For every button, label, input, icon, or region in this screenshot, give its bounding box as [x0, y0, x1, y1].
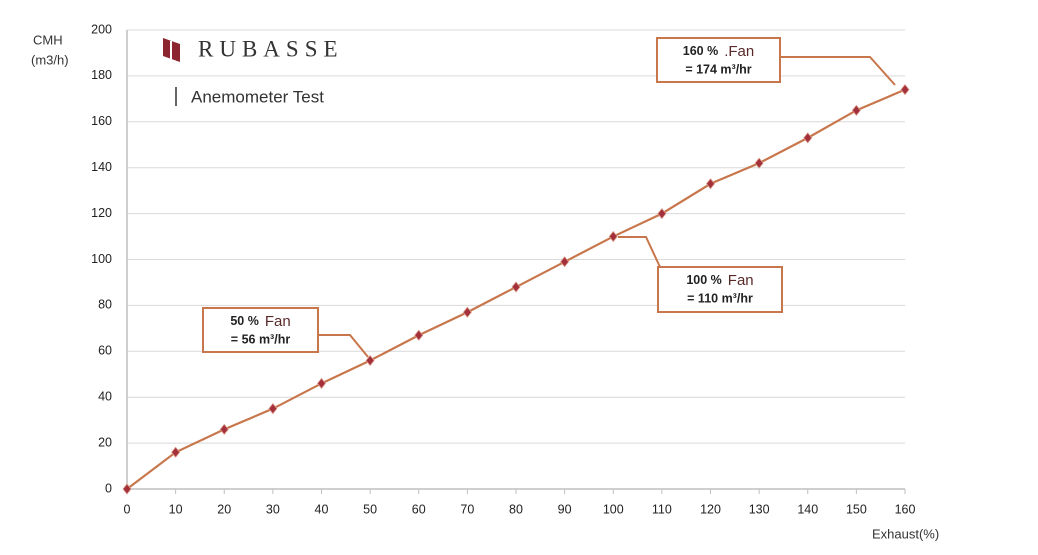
- brand: RUBASSE: [198, 36, 344, 61]
- x-tick-label: 90: [558, 502, 572, 516]
- annotation-percent: 100 %: [686, 273, 721, 287]
- marker: [462, 306, 472, 318]
- annotation-line: 160 % .Fan: [683, 43, 754, 60]
- annotation-flow: = 56 m³/hr: [231, 332, 291, 346]
- marker: [511, 281, 521, 293]
- marker: [268, 403, 278, 415]
- annotation-percent: 50 %: [230, 314, 259, 328]
- x-tick-label: 130: [749, 502, 770, 516]
- marker: [219, 423, 229, 435]
- x-tick-label: 50: [363, 502, 377, 516]
- y-axis-label: CMH: [33, 32, 63, 47]
- annotation-box: [656, 37, 781, 83]
- x-tick-label: 100: [603, 502, 624, 516]
- annotation-line: 100 % Fan: [686, 272, 753, 289]
- annotation-flow: = 110 m³/hr: [687, 291, 753, 305]
- y-tick-label: 100: [91, 252, 112, 266]
- marker: [657, 207, 667, 220]
- y-tick-label: 0: [105, 481, 112, 495]
- x-tick-label: 30: [266, 502, 280, 516]
- x-axis-label: Exhaust(%): [872, 526, 939, 541]
- y-tick-label: 40: [98, 389, 112, 403]
- annotation-fan: .Fan: [724, 43, 754, 60]
- marker: [122, 483, 132, 495]
- y-tick-label: 120: [91, 206, 112, 220]
- annotation-fan: Fan: [728, 272, 754, 289]
- x-tick-label: 120: [700, 502, 721, 516]
- y-tick-label: 160: [91, 114, 112, 128]
- marker: [171, 446, 181, 458]
- x-tick-label: 40: [315, 502, 329, 516]
- annotation-box: [202, 307, 319, 353]
- marker: [414, 329, 424, 341]
- x-tick-label: 110: [652, 502, 672, 516]
- marker: [608, 230, 618, 243]
- x-tick-label: 10: [169, 502, 183, 516]
- x-tick-label: 160: [895, 502, 916, 516]
- x-tick-label: 140: [797, 502, 818, 516]
- marker: [705, 178, 716, 190]
- annotation-line: 50 % Fan: [230, 313, 290, 330]
- marker: [560, 256, 570, 268]
- x-tick-label: 150: [846, 502, 867, 516]
- annotation-box: [657, 266, 783, 313]
- y-axis-label: (m3/h): [31, 52, 69, 67]
- marker: [316, 377, 327, 390]
- annotation-leader: [318, 334, 369, 358]
- y-tick-label: 80: [98, 298, 112, 312]
- x-tick-label: 70: [460, 502, 474, 516]
- marker: [900, 84, 910, 96]
- marker: [365, 354, 375, 367]
- x-tick-label: 60: [412, 502, 426, 516]
- annotation-flow: = 174 m³/hr: [685, 62, 751, 76]
- y-tick-label: 140: [91, 160, 112, 174]
- chart-title: Anemometer Test: [191, 87, 324, 106]
- marker: [803, 132, 813, 144]
- annotation-percent: 160 %: [683, 44, 718, 58]
- y-tick-label: 60: [98, 344, 112, 358]
- marker: [754, 157, 764, 169]
- y-tick-label: 20: [98, 435, 112, 449]
- x-tick-label: 80: [509, 502, 523, 516]
- x-tick-label: 20: [217, 502, 231, 516]
- annotation-leader: [780, 56, 896, 86]
- y-tick-label: 200: [91, 22, 112, 36]
- y-tick-label: 180: [91, 68, 112, 82]
- marker: [851, 104, 861, 116]
- x-tick-label: 0: [124, 502, 131, 516]
- annotation-leader: [618, 236, 661, 268]
- annotation-fan: Fan: [265, 313, 291, 330]
